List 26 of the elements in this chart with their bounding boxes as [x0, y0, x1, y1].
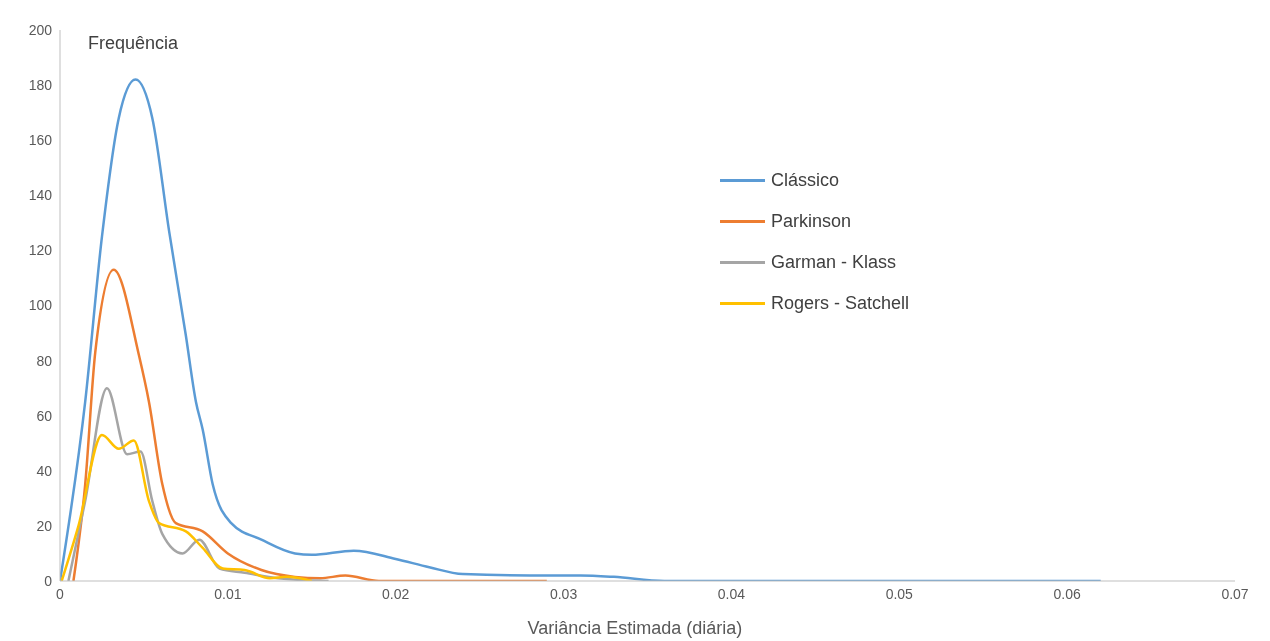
y-tick-label: 0 — [44, 572, 53, 589]
y-tick-label: 160 — [28, 132, 53, 149]
x-tick-label: 0.03 — [549, 585, 578, 602]
legend-label: Parkinson — [771, 211, 852, 232]
line-series — [60, 433, 314, 581]
y-tick-label: 140 — [28, 187, 53, 204]
x-axis-title: Variância Estimada (diária) — [526, 618, 744, 639]
y-tick-label: 40 — [36, 462, 53, 479]
y-tick-label: 100 — [28, 297, 53, 314]
y-tick-label: 20 — [36, 517, 53, 534]
x-tick-label: 0.01 — [214, 585, 242, 602]
y-tick-label: 200 — [28, 21, 53, 38]
y-tick-label: 180 — [28, 77, 53, 94]
y-tick-label: 60 — [36, 407, 53, 424]
legend-label: Garman - Klass — [771, 252, 897, 273]
x-tick-label: 0.04 — [717, 585, 746, 602]
x-tick-label: 0 — [56, 585, 65, 602]
x-tick-label: 0.07 — [1221, 585, 1249, 602]
legend-label: Clássico — [771, 170, 840, 191]
x-tick-label: 0.06 — [1053, 585, 1081, 602]
y-tick-label: 80 — [36, 352, 53, 369]
y-axis-title: Frequência — [88, 33, 179, 54]
x-tick-label: 0.02 — [382, 585, 410, 602]
legend-label: Rogers - Satchell — [771, 293, 910, 314]
x-tick-label: 0.05 — [885, 585, 914, 602]
y-tick-label: 120 — [28, 242, 53, 259]
